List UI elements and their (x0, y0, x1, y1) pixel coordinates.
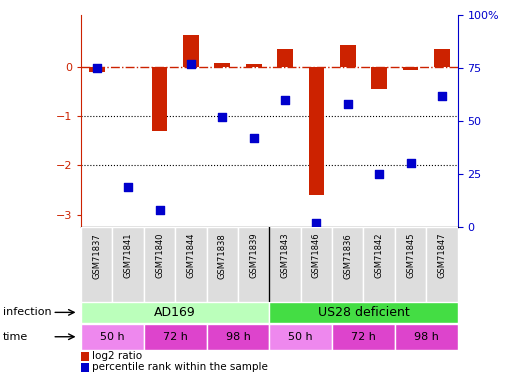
Bar (340, 45, 356, 67)
Bar (403, 67, 418, 70)
Point (187, 61, 195, 67)
Bar (332, 324, 395, 350)
Text: GSM71836: GSM71836 (343, 233, 353, 279)
Text: GDS1530 / 14205: GDS1530 / 14205 (71, 0, 206, 2)
Bar (332, 227, 363, 302)
Bar (269, 324, 332, 350)
Bar (81, 227, 112, 302)
Bar (434, 50, 450, 67)
Text: GSM71837: GSM71837 (92, 233, 101, 279)
Text: 50 h: 50 h (288, 332, 313, 342)
Bar (144, 227, 175, 302)
Text: GSM71842: GSM71842 (374, 233, 384, 278)
Text: 98 h: 98 h (225, 332, 251, 342)
Point (93, 65, 101, 71)
Text: GSM71839: GSM71839 (249, 233, 258, 279)
Bar (309, 67, 324, 195)
Text: GSM71840: GSM71840 (155, 233, 164, 278)
Text: 98 h: 98 h (414, 332, 439, 342)
Text: AD169: AD169 (154, 306, 196, 319)
Bar (81, 363, 89, 372)
Text: GSM71844: GSM71844 (186, 233, 196, 278)
Point (155, 207, 164, 213)
Bar (175, 227, 207, 302)
Text: GSM71841: GSM71841 (123, 233, 133, 278)
Text: 72 h: 72 h (351, 332, 376, 342)
Bar (207, 324, 269, 350)
Bar (269, 227, 301, 302)
Point (312, 220, 321, 226)
Bar (112, 227, 144, 302)
Bar (371, 67, 387, 89)
Text: percentile rank within the sample: percentile rank within the sample (93, 363, 268, 372)
Text: 50 h: 50 h (100, 332, 125, 342)
Text: 72 h: 72 h (163, 332, 188, 342)
Point (281, 97, 289, 103)
Point (406, 160, 415, 166)
Bar (207, 227, 238, 302)
Point (344, 101, 352, 107)
Text: US28 deficient: US28 deficient (317, 306, 410, 319)
Bar (89, 67, 105, 72)
Text: GSM71846: GSM71846 (312, 233, 321, 279)
Bar (395, 324, 458, 350)
Point (249, 135, 258, 141)
Point (438, 93, 446, 99)
Bar (426, 227, 458, 302)
Bar (269, 302, 458, 323)
Bar (277, 50, 293, 67)
Text: time: time (3, 332, 28, 342)
Point (124, 184, 132, 190)
Bar (363, 227, 395, 302)
Text: GSM71845: GSM71845 (406, 233, 415, 278)
Bar (144, 324, 207, 350)
Bar (81, 302, 269, 323)
Point (375, 171, 383, 177)
Text: GSM71843: GSM71843 (280, 233, 290, 279)
Point (218, 114, 226, 120)
Bar (183, 35, 199, 67)
Text: log2 ratio: log2 ratio (93, 351, 142, 361)
Text: infection: infection (3, 308, 51, 317)
Text: GSM71838: GSM71838 (218, 233, 227, 279)
Bar (214, 63, 230, 67)
Bar (395, 227, 426, 302)
Bar (238, 227, 269, 302)
Bar (246, 64, 262, 67)
Bar (81, 324, 144, 350)
Bar (301, 227, 332, 302)
Text: GSM71847: GSM71847 (437, 233, 447, 279)
Bar (152, 67, 167, 131)
Bar (81, 352, 89, 361)
